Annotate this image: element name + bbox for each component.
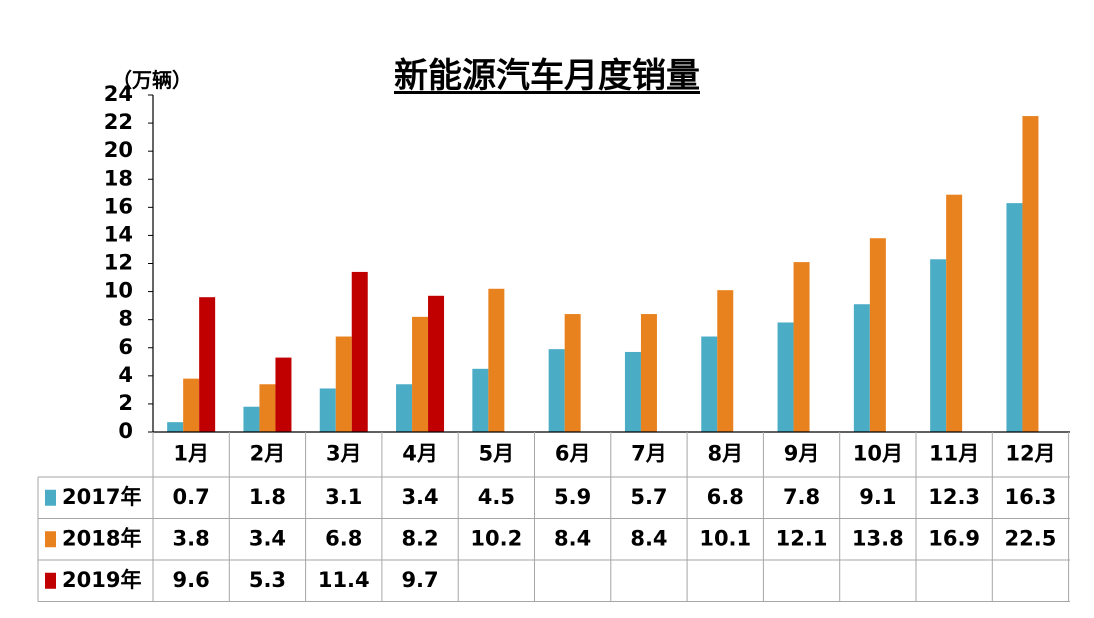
data-table-value: 10.1 [699, 526, 751, 550]
data-table-value: 1.8 [249, 485, 286, 509]
data-table-value: 6.8 [325, 526, 362, 550]
x-category-label: 6月 [555, 442, 591, 466]
chart-title: 新能源汽车月度销量 [0, 48, 1094, 97]
data-table-value: 9.1 [859, 485, 896, 509]
data-table-value: 0.7 [173, 485, 210, 509]
bar [183, 378, 200, 432]
x-category-label: 8月 [707, 442, 743, 466]
legend-key [45, 531, 56, 548]
y-tick-label: 10 [104, 279, 133, 303]
x-category-label: 10月 [853, 442, 903, 466]
data-table-value: 22.5 [1005, 526, 1057, 550]
bar [1022, 116, 1039, 432]
data-table-value: 3.4 [401, 485, 438, 509]
bar [624, 351, 641, 432]
data-table-value: 6.8 [707, 485, 744, 509]
data-table-value: 3.1 [325, 485, 362, 509]
bar [946, 194, 963, 432]
bar [319, 388, 336, 432]
bar [167, 422, 184, 432]
legend-key [45, 572, 56, 589]
bar [275, 357, 292, 432]
bar [351, 271, 368, 432]
data-table-value: 5.7 [630, 485, 667, 509]
bar [259, 384, 276, 432]
bar [548, 349, 565, 432]
bar [777, 322, 794, 432]
data-table-value: 3.4 [249, 526, 286, 550]
bar [243, 406, 260, 432]
bar [869, 238, 886, 432]
data-table-value: 7.8 [783, 485, 820, 509]
data-table-value: 16.9 [928, 526, 980, 550]
x-category-label: 1月 [173, 442, 209, 466]
bar [396, 384, 413, 432]
bar [335, 336, 352, 432]
bar [564, 314, 581, 432]
y-tick-label: 12 [104, 251, 133, 275]
bar [640, 314, 657, 432]
data-table-value: 3.8 [173, 526, 210, 550]
bar [853, 304, 870, 432]
data-table-value: 9.6 [173, 568, 210, 592]
data-table-value: 16.3 [1005, 485, 1057, 509]
data-table-value: 5.9 [554, 485, 591, 509]
y-tick-label: 2 [118, 391, 133, 415]
y-tick-label: 24 [104, 82, 133, 106]
x-category-label: 12月 [1005, 442, 1055, 466]
bar [701, 336, 718, 432]
x-category-label: 11月 [929, 442, 979, 466]
y-tick-label: 8 [118, 307, 133, 331]
y-tick-label: 14 [104, 222, 133, 246]
x-category-label: 9月 [784, 442, 820, 466]
y-tick-label: 18 [104, 166, 133, 190]
chart-title-text: 新能源汽车月度销量 [394, 56, 700, 96]
data-table-value: 8.2 [401, 526, 438, 550]
y-tick-label: 22 [104, 110, 133, 134]
y-axis-unit-label: （万辆） [112, 68, 192, 92]
y-tick-label: 20 [104, 138, 133, 162]
bar [488, 288, 505, 432]
y-tick-label: 6 [118, 335, 133, 359]
data-table-value: 11.4 [318, 568, 370, 592]
y-tick-label: 16 [104, 194, 133, 218]
data-table-value: 13.8 [852, 526, 904, 550]
data-table-value: 12.1 [776, 526, 828, 550]
data-table-value: 5.3 [249, 568, 286, 592]
y-tick-label: 4 [118, 363, 133, 387]
bar [1006, 203, 1023, 432]
data-table-value: 8.4 [630, 526, 667, 550]
bar [412, 316, 429, 432]
data-table-value: 10.2 [470, 526, 522, 550]
legend-label: 2018年 [62, 526, 141, 550]
y-tick-label: 0 [118, 419, 133, 443]
x-category-label: 2月 [250, 442, 286, 466]
data-table-value: 12.3 [928, 485, 980, 509]
bar [199, 297, 216, 432]
legend-label: 2019年 [62, 568, 141, 592]
legend-key [45, 489, 56, 506]
x-category-label: 3月 [326, 442, 362, 466]
x-category-label: 4月 [402, 442, 438, 466]
bar [428, 295, 445, 432]
x-category-label: 5月 [479, 442, 515, 466]
bar [793, 262, 810, 432]
x-category-label: 7月 [631, 442, 667, 466]
bar [717, 290, 734, 432]
bar [472, 368, 489, 432]
legend-label: 2017年 [62, 485, 141, 509]
data-table-value: 4.5 [478, 485, 515, 509]
data-table-value: 9.7 [401, 568, 438, 592]
data-table-value: 8.4 [554, 526, 591, 550]
bar [930, 259, 947, 432]
